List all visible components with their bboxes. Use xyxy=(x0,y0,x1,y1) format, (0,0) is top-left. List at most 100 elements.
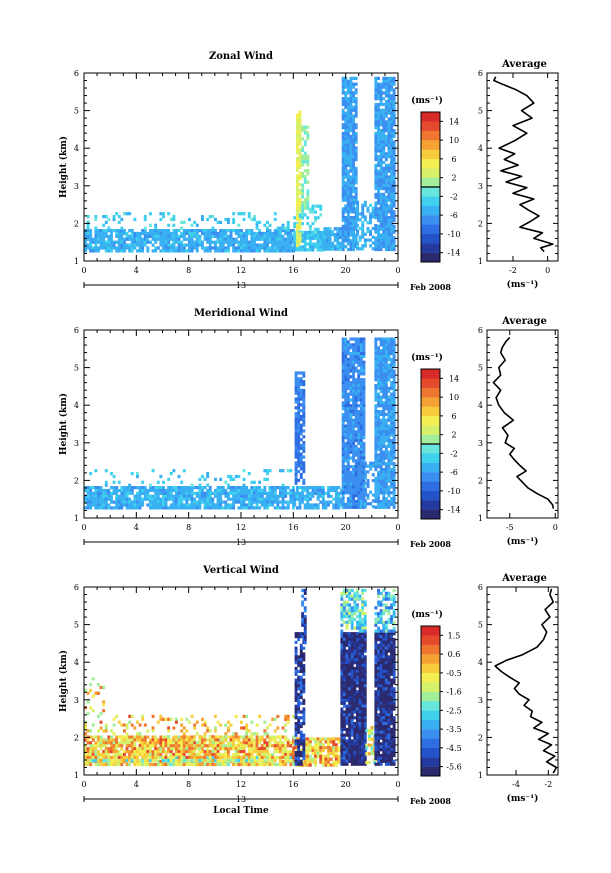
heatmap-cell xyxy=(316,242,320,246)
heatmap-cell xyxy=(253,234,256,238)
heatmap-cell xyxy=(361,209,365,213)
heatmap-cell xyxy=(214,729,217,733)
heatmap-cell xyxy=(346,497,350,501)
heatmap-cell xyxy=(324,503,328,507)
heatmap-cell xyxy=(379,213,383,217)
heatmap-cell xyxy=(198,243,202,247)
heatmap-cell xyxy=(303,486,307,490)
heatmap-cell xyxy=(341,372,345,376)
heatmap-cell xyxy=(306,242,310,246)
heatmap-cell xyxy=(387,386,391,390)
heatmap-cell xyxy=(341,502,345,506)
heatmap-cell xyxy=(390,470,393,475)
heatmap-cell xyxy=(311,233,315,237)
heatmap-cell xyxy=(227,750,230,754)
heatmap-cell xyxy=(211,762,215,767)
heatmap-cell xyxy=(214,714,217,718)
heatmap-cell xyxy=(344,378,348,382)
heatmap-cell xyxy=(344,146,348,150)
heatmap-cell xyxy=(341,172,345,176)
heatmap-cell xyxy=(390,158,393,162)
heatmap-cell xyxy=(326,230,329,234)
heatmap-cell xyxy=(253,486,256,490)
heatmap-cell xyxy=(284,226,288,230)
heatmap-cell xyxy=(110,735,113,739)
heatmap-cell xyxy=(334,491,338,495)
heatmap-cell xyxy=(138,243,142,247)
heatmap-cell xyxy=(268,752,272,757)
heatmap-cell xyxy=(112,500,116,504)
heatmap-cell xyxy=(185,237,189,241)
heatmap-cell xyxy=(323,230,327,234)
heatmap-cell xyxy=(377,236,380,240)
heatmap-cell xyxy=(346,192,350,196)
heatmap-cell xyxy=(306,172,310,176)
heatmap-cell xyxy=(279,231,282,236)
heatmap-cell xyxy=(306,488,310,493)
heatmap-cell xyxy=(294,400,298,404)
heatmap-cell xyxy=(237,234,241,238)
heatmap-cell xyxy=(86,729,90,733)
heatmap-cell xyxy=(190,762,194,767)
heatmap-cell xyxy=(247,759,251,763)
heatmap-cell xyxy=(341,184,345,188)
profile-y-tick-label: 6 xyxy=(478,69,483,78)
heatmap-cell xyxy=(276,243,280,247)
heatmap-cell xyxy=(384,100,388,104)
heatmap-cell xyxy=(387,476,391,480)
heatmap-cell xyxy=(301,233,304,237)
heatmap-cell xyxy=(301,491,304,495)
heatmap-cell xyxy=(382,242,386,246)
heatmap-cell xyxy=(357,340,361,344)
heatmap-cell xyxy=(332,488,336,493)
heatmap-cell xyxy=(120,752,124,757)
heatmap-cell xyxy=(392,505,396,509)
heatmap-cell xyxy=(214,243,217,247)
heatmap-cell xyxy=(112,752,116,757)
heatmap-cell xyxy=(390,499,393,504)
heatmap-cell xyxy=(156,738,160,742)
heatmap-cell xyxy=(359,366,363,370)
heatmap-cell xyxy=(172,240,176,244)
heatmap-cell xyxy=(188,744,191,748)
heatmap-cell xyxy=(219,497,223,501)
heatmap-cell xyxy=(242,212,246,216)
heatmap-cell xyxy=(255,506,259,510)
heatmap-cell xyxy=(379,436,383,440)
heatmap-cell xyxy=(143,243,147,247)
heatmap-cell xyxy=(107,488,111,493)
heatmap-cell xyxy=(89,231,93,236)
heatmap-cell xyxy=(136,738,139,742)
heatmap-cell xyxy=(99,762,103,767)
heatmap-cell xyxy=(110,237,113,241)
heatmap-cell xyxy=(123,729,126,733)
heatmap-cell xyxy=(289,491,293,495)
heatmap-cell xyxy=(314,506,317,510)
heatmap-cell xyxy=(141,503,145,507)
heatmap-cell xyxy=(237,231,241,236)
heatmap-cell xyxy=(377,198,380,202)
heatmap-cell xyxy=(286,486,290,490)
heatmap-cell xyxy=(167,747,171,751)
heatmap-cell xyxy=(374,146,378,150)
heatmap-cell xyxy=(356,215,359,219)
heatmap-cell xyxy=(198,741,202,745)
heatmap-cell xyxy=(133,243,137,247)
heatmap-cell xyxy=(260,234,264,238)
heatmap-cell xyxy=(303,213,307,217)
heatmap-cell xyxy=(302,406,306,410)
heatmap-cell xyxy=(377,247,380,252)
heatmap-cell xyxy=(297,417,301,421)
heatmap-cell xyxy=(352,491,355,495)
heatmap-cell xyxy=(366,470,370,474)
heatmap-cell xyxy=(240,497,243,501)
heatmap-cell xyxy=(117,741,121,745)
y-tick-label: 6 xyxy=(74,69,79,78)
heatmap-cell xyxy=(154,249,158,253)
heatmap-cell xyxy=(382,131,386,136)
colorbar-swatch xyxy=(421,509,440,520)
heatmap-cell xyxy=(392,79,396,83)
heatmap-cell xyxy=(344,85,348,89)
heatmap-cell xyxy=(94,762,98,767)
heatmap-cell xyxy=(382,485,386,489)
